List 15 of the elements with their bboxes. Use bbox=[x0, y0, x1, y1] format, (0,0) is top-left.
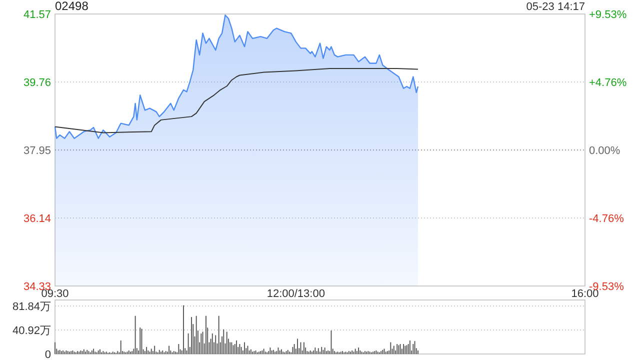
y2-tick-label: -4.76% bbox=[589, 212, 624, 225]
y2-tick-label: +4.76% bbox=[589, 77, 627, 90]
y2-tick-label: 0.00% bbox=[589, 145, 620, 157]
y-tick-label: 41.57 bbox=[23, 9, 51, 21]
y-tick-label: 37.95 bbox=[23, 145, 51, 157]
y-tick-label: 0 bbox=[44, 349, 51, 360]
x-tick-label: 12:00/13:00 bbox=[266, 288, 325, 300]
line-series bbox=[54, 68, 418, 134]
y-tick-label: 40.92万 bbox=[12, 324, 51, 337]
y-tick-label: 39.76 bbox=[23, 77, 51, 89]
y-tick-label: 81.84万 bbox=[12, 300, 51, 313]
text: 05-23 14:17 bbox=[526, 1, 585, 13]
y-tick-label: 36.14 bbox=[23, 213, 51, 225]
chart-title: 02498 bbox=[55, 0, 89, 13]
y2-tick-label: +9.53% bbox=[589, 9, 627, 21]
